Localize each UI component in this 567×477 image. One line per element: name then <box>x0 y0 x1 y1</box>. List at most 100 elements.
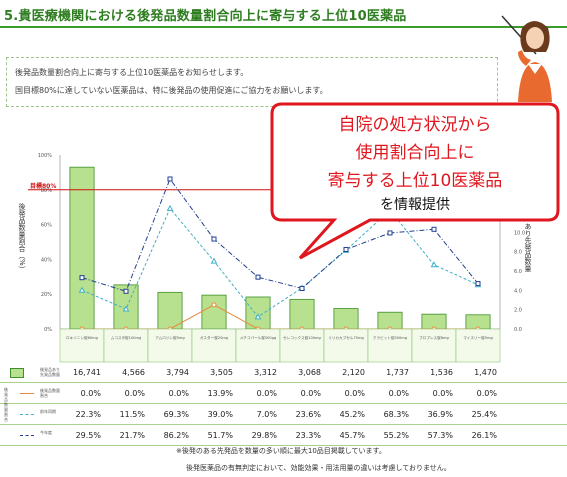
bar <box>201 294 227 330</box>
bar <box>69 166 95 330</box>
section-title-bar: 5.貴医療機関における後発品数量割合向上に寄与する上位10医薬品 <box>0 0 567 28</box>
callout-line-2: 使用割合向上に <box>355 143 475 163</box>
table-cell: 0.0% <box>388 389 409 398</box>
table-cell: 45.2% <box>339 410 365 419</box>
table-cell: 68.3% <box>383 410 409 419</box>
info-box: 後発品数量割合向上に寄与する上位10医薬品をお知らせします。 国目標80%に達し… <box>6 57 498 107</box>
table-row: 今年度 29.5% 21.7% 86.2% 51.7% 29.8% 23.3% 45.7% 55… <box>0 426 567 446</box>
callout-line-1: 自院の処方状況から <box>338 115 492 135</box>
table-cell: 0.0% <box>432 389 453 398</box>
category-label: メチコバール錠500μg <box>240 335 277 340</box>
y-axis-right-label: あり先発品数量 <box>524 223 532 272</box>
category-cell <box>323 328 369 363</box>
table-cell: 0.0% <box>344 389 365 398</box>
table-cell: 25.4% <box>471 410 497 419</box>
target-label: 目標80% <box>30 182 56 190</box>
category-label: セレコックス錠100mg <box>283 335 321 340</box>
table-row: 後発品数量割合 0.0% 0.0% 0.0% 13.9% 0.0% 0.0% 0.0% 0.0%… <box>0 384 567 404</box>
y-left-tick-label: 60% <box>41 223 52 229</box>
table-row: 前年同期 22.3% 11.5% 69.3% 39.0% 7.0% 23.6% 45.2% 68… <box>0 405 567 425</box>
legend-symbol <box>20 431 34 440</box>
callout-line-3: 寄与する上位10医薬品 <box>327 171 503 191</box>
table-cell: 1,737 <box>386 368 409 377</box>
category-label: ガスター錠20mg <box>200 335 228 340</box>
category-label: マイスリー錠5mg <box>463 335 493 340</box>
series-point <box>254 313 262 320</box>
category-cell <box>279 328 325 363</box>
category-label-row: ロキソニン錠60mg ムコスタ錠100mg アムロジン錠5mg ガスター錠20mg メチ… <box>59 328 501 363</box>
y-left-tick-label: 40% <box>41 257 52 263</box>
table-cell: 0.0% <box>124 389 145 398</box>
table-cell: 55.2% <box>383 431 409 440</box>
note-line-2: 後発医薬品の有無判定において、効能効果・用法用量の違いは考慮しておりません。 <box>186 464 451 472</box>
table-cell: 22.3% <box>75 410 101 419</box>
y-right-tick-label: 6.0 <box>514 269 522 275</box>
table-cell: 29.8% <box>251 431 277 440</box>
presenter-illustration <box>501 15 552 102</box>
table-cell: 3,312 <box>254 368 277 377</box>
table-cell: 57.3% <box>427 431 453 440</box>
table-cell: 16,741 <box>73 368 101 377</box>
table-cell: 1,536 <box>430 368 453 377</box>
category-label: リリカカプセル75mg <box>328 335 364 340</box>
info-line-1: 後発品数量割合向上に寄与する上位10医薬品をお知らせします。 <box>15 68 249 77</box>
table-cell: 69.3% <box>163 410 189 419</box>
table-cell: 23.6% <box>295 410 321 419</box>
series-point <box>122 305 130 312</box>
bar <box>157 291 183 330</box>
legend-label: 後発品数量割合 <box>40 388 60 398</box>
series-point <box>210 257 218 264</box>
category-cell <box>411 328 457 363</box>
legend-symbol <box>10 368 24 378</box>
table-cell: 51.7% <box>207 431 233 440</box>
table-cell: 0.0% <box>300 389 321 398</box>
table-cell: 23.3% <box>295 431 321 440</box>
legend-symbol <box>20 389 34 398</box>
y-right-tick-label: 10.0 <box>514 230 525 236</box>
table-cell: 3,505 <box>210 368 233 377</box>
y-right-tick-label: 0.0 <box>514 327 522 333</box>
table-cell: 36.9% <box>427 410 453 419</box>
series-point <box>387 230 393 236</box>
table-cell: 0.0% <box>80 389 101 398</box>
y-right-tick-label: 2.0 <box>514 308 522 314</box>
table-row: 後発品あり先発品数量 16,741 4,566 3,794 3,505 3,312 3,06… <box>0 363 567 383</box>
bar <box>333 308 359 330</box>
table-cell: 11.5% <box>119 410 145 419</box>
table-cell: 7.0% <box>256 410 277 419</box>
category-label: ブロプレス錠8mg <box>419 335 449 340</box>
table-cell: 86.2% <box>163 431 189 440</box>
series-point <box>167 176 173 182</box>
bar <box>289 298 315 330</box>
category-cell <box>147 328 193 363</box>
table-cell: 4,566 <box>122 368 145 377</box>
category-cell <box>367 328 413 363</box>
series-line-this-year <box>81 177 479 292</box>
table-cell: 13.9% <box>207 389 233 398</box>
y-right-tick-label: 8.0 <box>514 250 522 256</box>
y-axis-left-label: 後発品数量割合（%） <box>18 202 26 272</box>
table-side-label: 後発品数量割合 <box>4 387 8 422</box>
table-cell: 0.0% <box>168 389 189 398</box>
table-cell: 1,470 <box>474 368 497 377</box>
table-cell: 21.7% <box>119 431 145 440</box>
table-cell: 45.7% <box>339 431 365 440</box>
series-point <box>299 285 305 291</box>
y-left-tick-label: 80% <box>41 188 52 194</box>
callout-bubble: 自院の処方状況から 使用割合向上に 寄与する上位10医薬品 を情報提供 <box>270 100 560 260</box>
y-left-tick-label: 0% <box>44 327 52 333</box>
category-label: クラビット錠500mg <box>373 335 407 340</box>
legend-label: 今年度 <box>40 430 52 435</box>
y-right-tick-label: 4.0 <box>514 288 522 294</box>
series-point <box>123 288 129 294</box>
y-left-tick-label: 20% <box>41 292 52 298</box>
series-point <box>475 281 481 287</box>
table-cell: 39.0% <box>207 410 233 419</box>
series-point <box>211 302 217 308</box>
table-cell: 2,120 <box>342 368 365 377</box>
category-cell <box>103 328 149 363</box>
legend-label: 前年同期 <box>40 409 56 414</box>
category-label: ムコスタ錠100mg <box>111 335 142 340</box>
category-cell <box>235 328 281 363</box>
callout-line-4: を情報提供 <box>380 197 450 213</box>
